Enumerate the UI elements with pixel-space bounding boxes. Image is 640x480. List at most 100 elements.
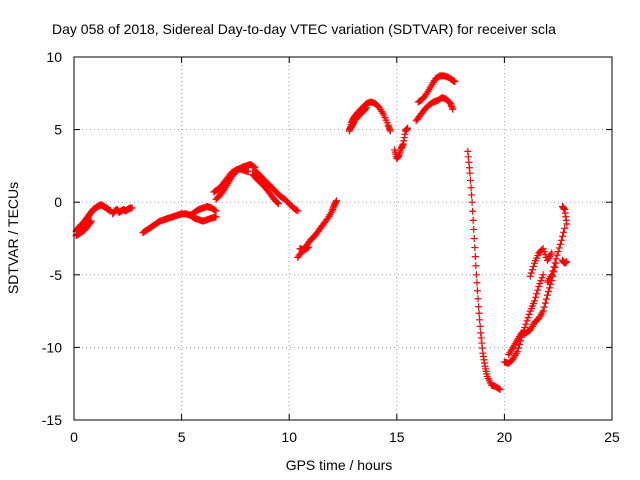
data-point: [467, 176, 475, 184]
data-point: [468, 191, 476, 199]
data-point: [524, 314, 532, 322]
data-point: [363, 104, 371, 112]
series-early-lower: [72, 217, 95, 240]
x-tick-label: 15: [389, 429, 405, 445]
x-axis-label: GPS time / hours: [286, 457, 393, 473]
y-axis-label: SDTVAR / TECUs: [5, 182, 21, 294]
data-point: [475, 303, 483, 311]
data-point: [551, 259, 559, 267]
data-point: [545, 287, 553, 295]
data-point: [563, 220, 571, 228]
data-point: [546, 284, 554, 292]
series-recovery-c: [526, 245, 556, 280]
data-point: [554, 248, 562, 256]
data-point: [553, 251, 561, 259]
x-tick-label: 20: [497, 429, 513, 445]
data-point: [273, 199, 281, 207]
series-afternoon-lower: [249, 171, 282, 208]
data-point: [471, 244, 479, 252]
series-morning-lower: [186, 211, 220, 225]
data-point: [495, 385, 503, 393]
data-point: [542, 295, 550, 303]
y-tick-label: 5: [54, 122, 62, 138]
y-tick-label: -15: [42, 412, 62, 428]
chart-title: Day 058 of 2018, Sidereal Day-to-day VTE…: [52, 21, 556, 37]
data-point: [294, 207, 302, 215]
series-recovery-a: [500, 271, 547, 367]
data-points: [72, 72, 571, 394]
data-point: [473, 279, 481, 287]
data-point: [523, 317, 531, 325]
data-point: [527, 269, 535, 277]
data-point: [468, 198, 476, 206]
plot-frame: [73, 56, 613, 421]
data-point: [474, 295, 482, 303]
data-point: [475, 309, 483, 317]
data-point: [533, 290, 541, 298]
x-tick-label: 5: [178, 429, 186, 445]
data-point: [470, 235, 478, 242]
data-point: [293, 206, 301, 214]
series-afternoon-fall: [251, 166, 302, 215]
data-point: [557, 236, 565, 244]
data-point: [467, 184, 475, 192]
series-dip: [464, 147, 504, 394]
data-point: [466, 169, 474, 177]
data-point: [548, 271, 556, 279]
data-point: [128, 204, 136, 212]
data-point: [472, 262, 480, 270]
data-point: [305, 243, 313, 251]
series-late-scatter: [391, 124, 412, 163]
data-point: [87, 217, 95, 225]
series-recovery-d: [543, 224, 569, 286]
data-point: [469, 207, 477, 215]
data-point: [513, 348, 521, 356]
data-point: [471, 253, 479, 261]
axis-ticks: 0 5 10 15 20 25 -15 -10 -5 0 5 10: [42, 49, 620, 445]
data-point: [549, 267, 557, 275]
data-point: [274, 200, 282, 208]
series-late-lower: [412, 94, 457, 125]
data-point: [550, 263, 558, 271]
data-point: [556, 240, 564, 248]
data-point: [449, 105, 457, 113]
data-point: [539, 307, 547, 315]
data-point: [561, 224, 569, 232]
data-point: [534, 286, 542, 294]
data-point: [540, 303, 548, 311]
data-point: [469, 216, 477, 224]
data-point: [560, 228, 568, 236]
y-tick-label: -5: [50, 267, 63, 283]
data-point: [472, 271, 480, 279]
data-point: [496, 386, 504, 394]
data-point: [525, 310, 533, 318]
y-tick-label: 10: [46, 49, 62, 65]
data-point: [543, 291, 551, 299]
data-point: [476, 316, 484, 324]
data-point: [211, 206, 219, 214]
data-point: [522, 320, 530, 328]
data-point: [303, 244, 311, 252]
data-point: [404, 124, 412, 132]
data-point: [386, 127, 394, 135]
data-point: [529, 262, 537, 270]
series-night-lower: [345, 104, 371, 134]
data-point: [552, 255, 560, 263]
data-point: [250, 163, 258, 171]
y-tick-label: 0: [54, 194, 62, 210]
x-tick-label: 10: [281, 429, 297, 445]
data-point: [555, 244, 563, 252]
data-point: [532, 293, 540, 301]
series-end-low: [559, 256, 571, 267]
series-late-upper: [414, 72, 459, 106]
data-point: [470, 225, 478, 233]
data-point: [563, 258, 571, 266]
series-end-right: [559, 203, 571, 228]
data-point: [531, 297, 539, 305]
data-point: [539, 271, 547, 279]
data-point: [476, 322, 484, 330]
data-point: [548, 249, 556, 257]
x-tick-label: 0: [70, 429, 78, 445]
data-point: [514, 344, 522, 352]
